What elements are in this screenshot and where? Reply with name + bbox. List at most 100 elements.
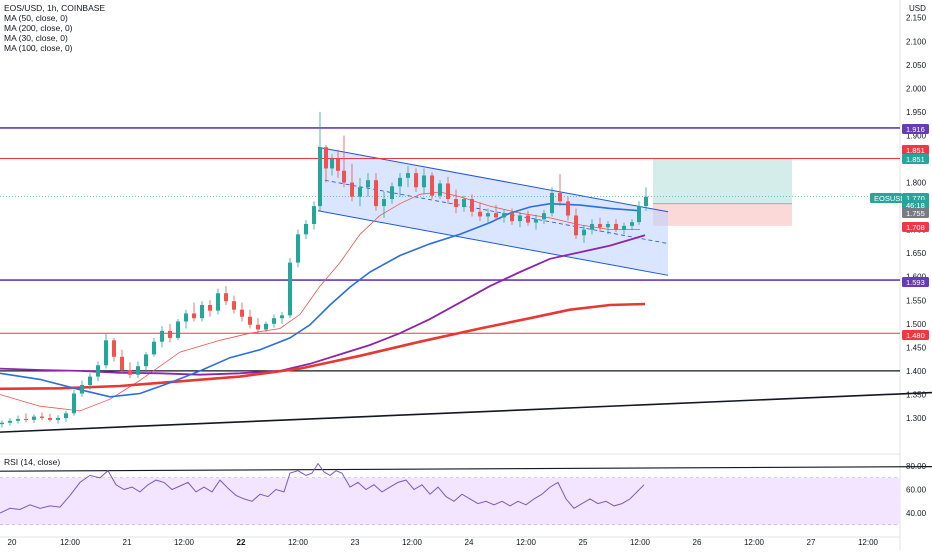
candle-body-4 <box>32 416 36 420</box>
candle-body-66 <box>518 215 522 222</box>
price-tick-1: 2.100 <box>906 37 927 46</box>
candle-body-75 <box>590 223 594 230</box>
candle-body-51 <box>398 177 402 187</box>
candle-body-14 <box>112 340 116 357</box>
time-tick-9: 12:00 <box>516 538 537 547</box>
candle-body-40 <box>318 147 322 207</box>
candle-body-80 <box>630 222 634 226</box>
rsi-legend: RSI (14, close) <box>4 457 61 467</box>
time-tick-3: 12:00 <box>174 538 195 547</box>
time-tick-14: 27 <box>807 538 816 547</box>
price-label-1: 1.851 <box>906 146 925 155</box>
candle-body-59 <box>462 199 466 208</box>
ma30-line <box>0 191 640 412</box>
candle-body-39 <box>312 206 316 224</box>
candle-body-61 <box>478 211 482 217</box>
position-stop-zone <box>653 203 792 226</box>
candle-body-36 <box>288 262 292 316</box>
symbol-tag-bg <box>870 193 902 203</box>
price-label-bg-9 <box>902 330 929 340</box>
price-label-0: 1.916 <box>906 125 925 134</box>
candle-body-26 <box>208 304 212 311</box>
candle-body-82 <box>644 196 648 207</box>
price-label-8: 1.593 <box>906 278 925 287</box>
price-label-4: 1.770 <box>906 194 925 203</box>
price-label-bg-5 <box>902 200 929 210</box>
price-label-7: 1.708 <box>906 223 925 232</box>
price-label-2: 1.851 <box>906 155 925 164</box>
candle-body-3 <box>24 418 28 420</box>
indicator-ma100: MA (100, close, 0) <box>4 43 73 53</box>
candle-body-5 <box>40 416 44 418</box>
candle-body-32 <box>256 324 260 330</box>
time-tick-10: 25 <box>579 538 588 547</box>
candle-body-76 <box>598 223 602 228</box>
candle-body-12 <box>96 365 100 377</box>
candle-body-79 <box>622 225 626 230</box>
candle-body-24 <box>192 313 196 319</box>
candle-body-19 <box>152 341 156 355</box>
currency-label: USD <box>909 4 926 13</box>
price-tick-4: 1.950 <box>906 108 927 117</box>
time-tick-0: 20 <box>8 538 17 547</box>
candle-body-50 <box>390 186 394 200</box>
candle-body-63 <box>494 213 498 218</box>
time-tick-13: 12:00 <box>744 538 765 547</box>
candle-body-49 <box>382 199 386 207</box>
candle-body-72 <box>566 201 570 216</box>
candle-body-28 <box>224 293 228 302</box>
candle-body-62 <box>486 213 490 217</box>
candle-body-13 <box>104 340 108 366</box>
candle-body-78 <box>614 223 618 230</box>
chart-legend: EOS/USD, 1h, COINBASE MA (50, close, 0) … <box>4 3 105 53</box>
candle-body-30 <box>240 309 244 317</box>
candle-body-45 <box>350 182 354 197</box>
price-tick-12: 1.550 <box>906 296 927 305</box>
candle-body-53 <box>414 173 418 188</box>
time-tick-15: 12:00 <box>858 538 879 547</box>
rsi-trendline <box>0 465 932 472</box>
channel-upper-line <box>317 146 669 213</box>
price-label-bg-1 <box>902 145 929 155</box>
candle-body-10 <box>80 385 84 394</box>
candle-body-64 <box>502 213 506 218</box>
price-label-bg-2 <box>902 154 929 164</box>
candle-body-42 <box>330 159 334 169</box>
ma50-line <box>0 202 641 398</box>
rsi-band <box>0 477 900 525</box>
indicator-ma30: MA (30, close, 0) <box>4 33 68 43</box>
time-tick-1: 12:00 <box>60 538 81 547</box>
time-tick-6: 23 <box>351 538 360 547</box>
candle-body-38 <box>304 223 308 235</box>
price-label-bg-7 <box>902 222 929 232</box>
time-tick-11: 12:00 <box>630 538 651 547</box>
candle-body-0 <box>0 422 4 425</box>
price-tick-7: 1.800 <box>906 179 927 188</box>
candle-body-60 <box>470 199 474 212</box>
price-tick-5: 1.900 <box>906 131 927 140</box>
time-tick-2: 21 <box>123 538 132 547</box>
candle-body-37 <box>296 234 300 263</box>
candle-body-65 <box>510 213 514 222</box>
candle-body-20 <box>160 330 164 342</box>
time-tick-7: 12:00 <box>402 538 423 547</box>
candle-body-2 <box>16 418 20 421</box>
candle-body-17 <box>136 366 140 375</box>
price-tick-0: 2.150 <box>906 14 927 23</box>
rsi-tick-2: 40.00 <box>906 509 927 518</box>
candle-body-22 <box>176 321 180 338</box>
price-label-bg-6 <box>902 208 929 218</box>
price-tick-16: 1.350 <box>906 390 927 399</box>
candle-body-11 <box>88 376 92 386</box>
candle-body-1 <box>8 420 12 423</box>
price-label-6: 1.755 <box>906 209 925 218</box>
price-tick-17: 1.300 <box>906 414 927 423</box>
price-tick-15: 1.400 <box>906 367 927 376</box>
candle-body-71 <box>558 192 562 202</box>
price-label-9: 1.480 <box>906 331 925 340</box>
rsi-tick-0: 80.00 <box>906 462 927 471</box>
candle-body-6 <box>48 418 52 420</box>
candle-body-67 <box>526 215 530 223</box>
price-tick-3: 2.000 <box>906 84 927 93</box>
candle-body-18 <box>144 354 148 367</box>
